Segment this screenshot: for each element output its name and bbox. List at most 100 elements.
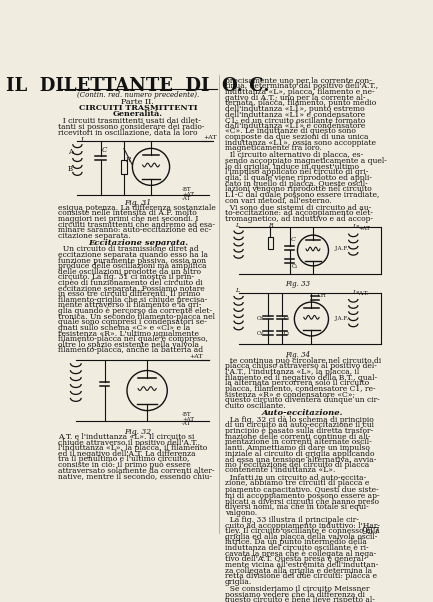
Text: diversi nomi, ma che in totale si equi-: diversi nomi, ma che in totale si equi- [225,503,368,511]
Text: esigua potenza. La differenza sostanziale: esigua potenza. La differenza sostanzial… [58,204,216,212]
Text: delle oscillazioni prodotte da un altro: delle oscillazioni prodotte da un altro [58,268,201,276]
Text: 957: 957 [361,527,380,536]
Text: -AT: -AT [182,196,191,201]
Text: IL  DILETTANTE  DI  O. C.: IL DILETTANTE DI O. C. [6,77,270,95]
Text: precisamente uno per la corrente con-: precisamente uno per la corrente con- [225,77,372,85]
Text: J.A.F.: J.A.F. [335,246,349,251]
Text: Auto-eccitazione.: Auto-eccitazione. [262,409,343,417]
Text: piamento capacitativo. Questi due siste-: piamento capacitativo. Questi due siste- [225,486,378,494]
Text: questo circuito è bene lieve rispetto al-: questo circuito è bene lieve rispetto al… [225,596,375,602]
Text: lazioni vengono riprodotte nel circuito: lazioni vengono riprodotte nel circuito [225,185,372,193]
Text: R: R [125,156,130,164]
Text: quale sono compresi i condensatori se-: quale sono compresi i condensatori se- [58,318,207,326]
Text: plicati a diversi circuiti che hanno preso: plicati a diversi circuiti che hanno pre… [225,498,378,506]
Text: filamento-placca, anche la batteria ad: filamento-placca, anche la batteria ad [58,346,203,355]
Text: «C». Le induttanze di questo sono: «C». Le induttanze di questo sono [225,128,355,135]
Text: A: A [68,149,73,157]
Text: tanti si possono considerare dei radio-: tanti si possono considerare dei radio- [58,123,204,131]
Text: Cv: Cv [257,331,265,337]
Text: Cr: Cr [257,316,264,321]
Text: L1-C dal quale possono essere irradiate,: L1-C dal quale possono essere irradiate, [225,191,379,199]
Bar [268,237,273,249]
Text: chiude attraverso il positivo dell'A.T.,: chiude attraverso il positivo dell'A.T., [58,438,200,447]
Text: mazione delle correnti continue di ali-: mazione delle correnti continue di ali- [225,433,370,441]
Text: consiste nelle intensità di A.F. molto: consiste nelle intensità di A.F. molto [58,209,197,217]
Text: cuito ad accoppiamento induttivo: l'Har-: cuito ad accoppiamento induttivo: l'Har- [225,521,380,530]
Text: C: C [291,237,295,241]
Text: minare saranno: auto-eccitazione ed ec-: minare saranno: auto-eccitazione ed ec- [58,226,211,234]
Text: C: C [102,146,107,154]
Text: La fig. 32 ci dà lo schema di principio: La fig. 32 ci dà lo schema di principio [225,416,373,424]
Text: eccitazione separata quando esso ha la: eccitazione separata quando esso ha la [58,251,208,259]
Text: glia, il quale viene riprodotto ed appli-: glia, il quale viene riprodotto ed appli… [225,174,372,182]
Text: sistenza «R» e condensatore «C»;: sistenza «R» e condensatore «C»; [225,391,355,399]
Text: Fig. 34: Fig. 34 [285,352,310,359]
Text: magneticamente fra loro.: magneticamente fra loro. [225,144,321,152]
Text: tra il penultimo e l'ultimo circuito,: tra il penultimo e l'ultimo circuito, [58,455,189,464]
Text: tromagnetico, ad induttivo e ad accop-: tromagnetico, ad induttivo e ad accop- [225,215,373,223]
Text: dall'induttanza «L1» e condensatore: dall'induttanza «L1» e condensatore [225,122,365,130]
Text: contenente l'induttanza «L».: contenente l'induttanza «L». [225,467,335,474]
Text: +AT: +AT [358,226,370,231]
Text: filamento-griglia che si chiude precisa-: filamento-griglia che si chiude precisa- [58,296,207,304]
Text: oltre lo spazio esistente nella valvola: oltre lo spazio esistente nella valvola [58,341,199,349]
Text: dell'induttanza «L1», punto estremo: dell'induttanza «L1», punto estremo [225,105,364,113]
Text: Ls: Ls [352,290,359,295]
Text: tley. Il circuito oscillante è connesso alla: tley. Il circuito oscillante è connesso … [225,527,379,535]
Text: native, mentre il secondo, essendo chiu-: native, mentre il secondo, essendo chiu- [58,472,212,480]
Text: (Contin. red. numero precedente).: (Contin. red. numero precedente). [77,92,199,99]
Text: griglia ed alla placca della valvola oscil-: griglia ed alla placca della valvola osc… [225,533,377,541]
Text: valgono.: valgono. [225,509,257,517]
Text: di un circuito ad auto-eccitazione il cui: di un circuito ad auto-eccitazione il cu… [225,421,374,429]
Text: C₂: C₂ [284,331,290,337]
Text: placca, filamento, condensatore C1, re-: placca, filamento, condensatore C1, re- [225,385,375,393]
Text: L: L [80,136,84,144]
Text: iniziale al circuito di griglia applicando: iniziale al circuito di griglia applican… [225,450,374,458]
Text: -AT: -AT [182,421,191,426]
Text: attraversato solamente da correnti alter-: attraversato solamente da correnti alter… [58,467,214,474]
Text: +AT: +AT [190,355,203,359]
Text: ed il negativo dell'A.T. La differenza: ed il negativo dell'A.T. La differenza [58,450,196,458]
Text: Parte II.: Parte II. [121,98,154,105]
Text: produce delle oscillazioni ma amplifica: produce delle oscillazioni ma amplifica [58,262,207,270]
Text: Il circuito alternativo di placca, es-: Il circuito alternativo di placca, es- [225,152,363,160]
Text: R: R [268,223,273,228]
Text: Generalità.: Generalità. [113,110,163,118]
Text: sendo accoppiato magneticamente a quel-: sendo accoppiato magneticamente a quel- [225,157,387,165]
Text: +AT: +AT [182,417,194,422]
Text: lanti. Ammettiamo di dare un impulso: lanti. Ammettiamo di dare un impulso [225,444,369,452]
Text: composte da due sezioni di una unica: composte da due sezioni di una unica [225,133,368,141]
Text: mente vicina all'estremità dell'induttan-: mente vicina all'estremità dell'induttan… [225,561,378,569]
Text: induttanza del circuito oscillante è ri-: induttanza del circuito oscillante è ri- [225,544,368,552]
Text: induttanza «L1», ossia sono accoppiate: induttanza «L1», ossia sono accoppiate [225,138,375,147]
Text: L: L [236,288,239,293]
Text: l'induttanza «L», la placca, il filamento: l'induttanza «L», la placca, il filament… [58,444,207,452]
Text: mi di accoppiamento possono essere ap-: mi di accoppiamento possono essere ap- [225,492,379,500]
Text: te continua può circolare nel circuito di: te continua può circolare nel circuito d… [225,357,381,365]
Text: questo circuito diventerà dunque un cir-: questo circuito diventerà dunque un cir- [225,396,379,404]
Text: Fig. 32: Fig. 32 [124,427,152,435]
Text: resistenza «R». L'ultimo ugualmente: resistenza «R». L'ultimo ugualmente [58,329,199,338]
Text: Eccitazione separata.: Eccitazione separata. [88,239,188,247]
Text: I circuiti trasmittenti usati dai dilet-: I circuiti trasmittenti usati dai dilet- [58,117,201,125]
Text: Vi sono due sistemi di circuito ad au-: Vi sono due sistemi di circuito ad au- [225,203,371,211]
Text: cuito oscillante.: cuito oscillante. [225,402,285,410]
Text: maggiori nei primi che nei secondi. I: maggiori nei primi che nei secondi. I [58,215,198,223]
Text: Ls: Ls [352,225,359,229]
Text: filamento-placca nel quale è compreso,: filamento-placca nel quale è compreso, [58,335,208,343]
Text: griglia.: griglia. [225,578,252,586]
Text: L: L [236,223,239,228]
Text: dell'induttanza «L1» e condensatore: dell'induttanza «L1» e condensatore [225,111,365,119]
Text: circuiti trasmittenti che andremo ad esa-: circuiti trasmittenti che andremo ad esa… [58,221,215,229]
Text: -BT: -BT [182,412,192,417]
Text: tronica. Un secondo filamento-placca nel: tronica. Un secondo filamento-placca nel [58,312,215,321]
Text: possiamo vedere che la differenza di: possiamo vedere che la differenza di [225,591,365,598]
Text: La fig. 33 illustra il principale cir-: La fig. 33 illustra il principale cir- [225,516,359,524]
Text: retta divisione dei due circuiti: placca e: retta divisione dei due circuiti: placca… [225,572,377,580]
Text: za collegata alla griglia e determina la: za collegata alla griglia e determina la [225,566,372,574]
Text: principio è basato sulla diretta trasfor-: principio è basato sulla diretta trasfor… [225,427,373,435]
Text: tivo dell'A.T. Questa presa è general-: tivo dell'A.T. Questa presa è general- [225,555,366,563]
Bar [121,160,127,174]
Text: cavata la presa che è collegata al nega-: cavata la presa che è collegata al nega- [225,550,376,557]
Text: +AT: +AT [204,135,217,140]
